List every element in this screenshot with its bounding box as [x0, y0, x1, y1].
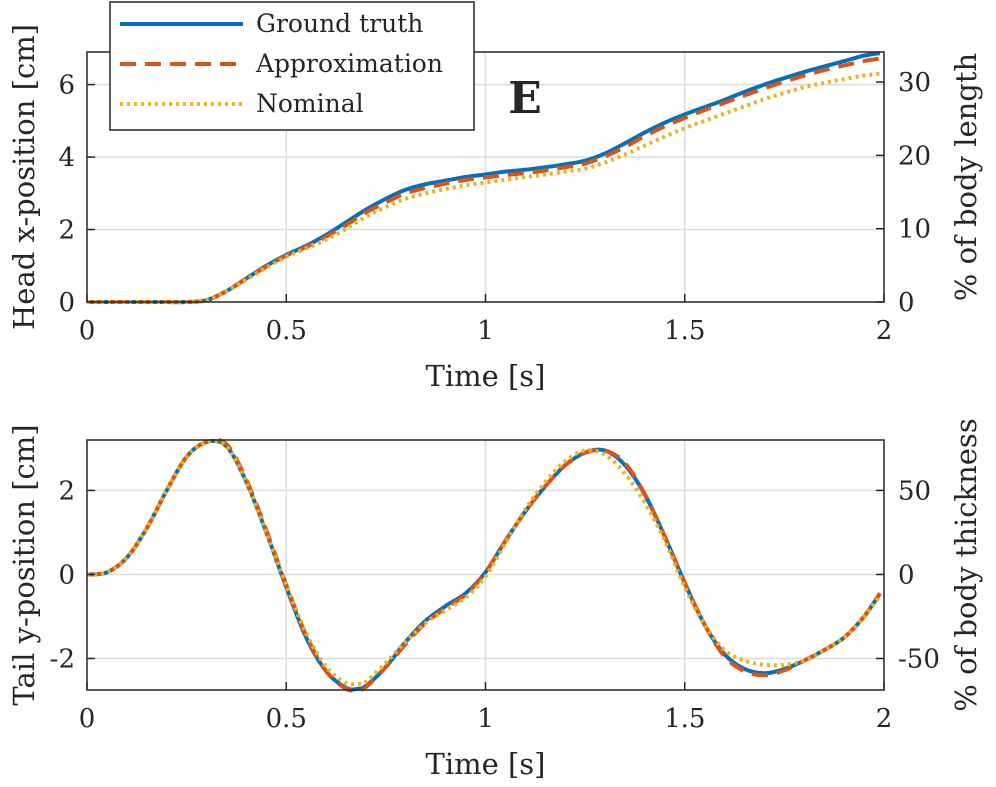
top-x-tick-label: 0: [79, 316, 96, 346]
top-x-tick-label: 2: [876, 316, 893, 346]
legend: Ground truth Approximation Nominal: [109, 1, 475, 131]
top-right-y-tick-label: 30: [898, 68, 931, 98]
top-x-tick-label: 0.5: [266, 316, 307, 346]
bot-x-tick-label: 0.5: [266, 704, 307, 734]
bot-y-tick-label: 2: [58, 476, 75, 506]
top-y-tick-label: 2: [58, 216, 75, 246]
bot-x-tick-label: 2: [876, 704, 893, 734]
bottom-y-axis-label: Tail y-position [cm]: [7, 424, 41, 705]
top-y-tick-label: 6: [58, 71, 75, 101]
top-right-y-tick-label: 20: [898, 141, 931, 171]
top-y-tick-label: 0: [58, 288, 75, 318]
bot-series-ground-truth: [86, 438, 882, 692]
top-x-axis-label: Time [s]: [425, 359, 545, 393]
top-right-y-axis-label: % of body length: [949, 53, 983, 301]
bot-x-tick-label: 1: [477, 704, 494, 734]
bot-y-tick-label: -2: [50, 644, 75, 674]
bot-series-nominal: [86, 438, 882, 687]
panel-letter: E: [508, 73, 542, 124]
top-x-tick-label: 1: [477, 316, 494, 346]
bot-right-y-tick-label: -50: [898, 644, 940, 674]
bot-y-tick-label: 0: [58, 560, 75, 590]
top-series-ground-truth: [87, 51, 881, 305]
legend-label-ground-truth: Ground truth: [256, 9, 423, 38]
bot-right-y-tick-label: 50: [898, 476, 931, 506]
top-right-y-tick-label: 10: [898, 215, 931, 245]
bot-x-tick-label: 1.5: [664, 704, 705, 734]
bottom-right-y-axis-label: % of body thickness: [949, 418, 983, 711]
legend-label-approximation: Approximation: [255, 49, 443, 78]
top-x-tick-label: 1.5: [664, 316, 705, 346]
bot-series-approximation: [86, 438, 882, 693]
bottom-x-axis-label: Time [s]: [425, 747, 545, 781]
top-y-tick-label: 4: [58, 143, 75, 173]
top-y-axis-label: Head x-position [cm]: [7, 24, 41, 330]
bot-right-y-tick-label: 0: [898, 560, 915, 590]
legend-label-nominal: Nominal: [256, 89, 364, 118]
bot-x-tick-label: 0: [79, 704, 96, 734]
top-right-y-tick-label: 0: [898, 288, 915, 318]
